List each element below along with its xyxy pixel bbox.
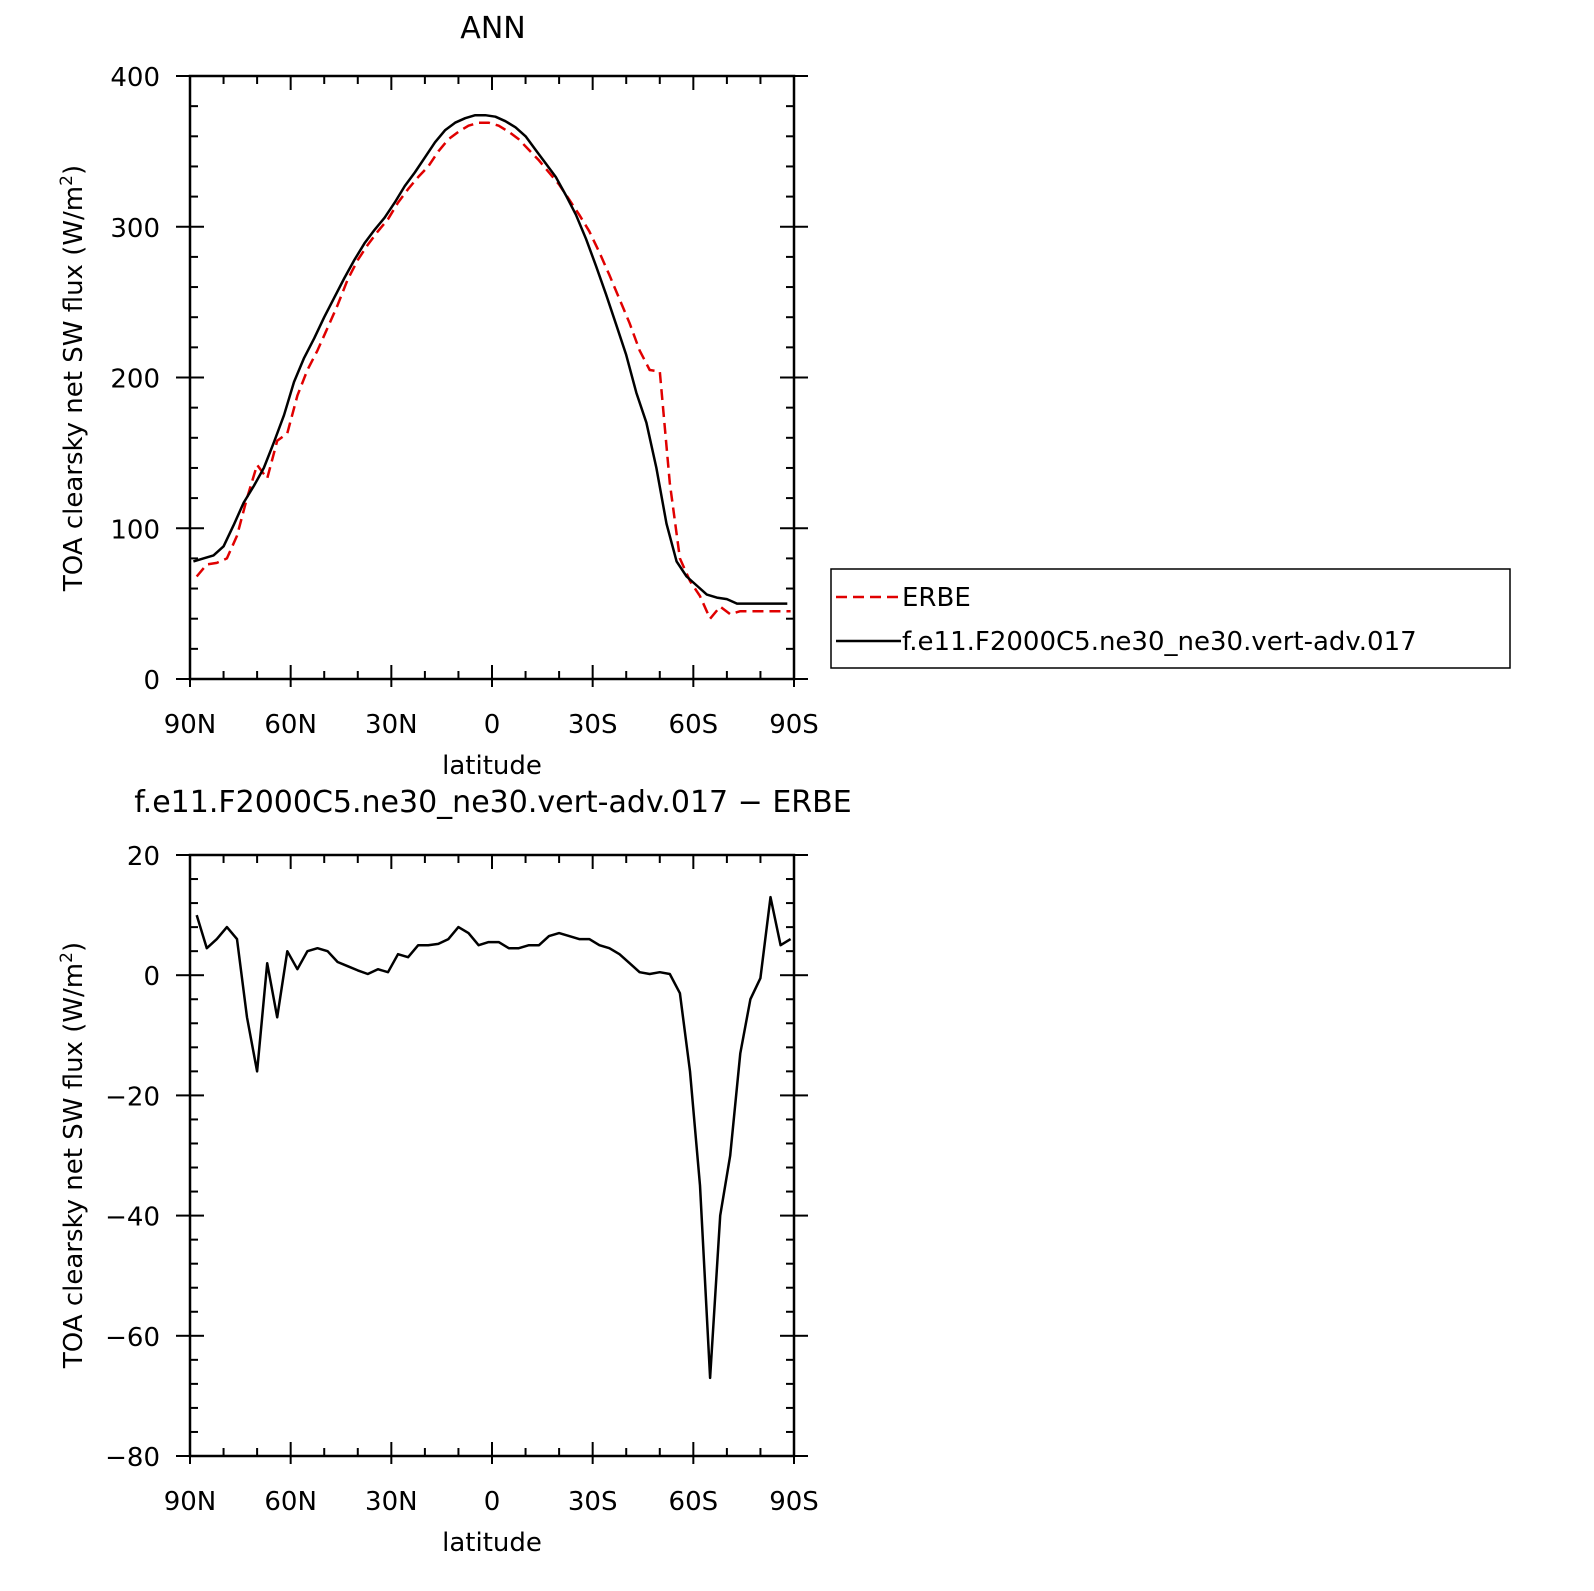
bottom-series-lines bbox=[195, 895, 792, 1380]
bottom-y-axis-label-superscript: 2 bbox=[57, 952, 77, 963]
bottom-y-axis-label-close: ) bbox=[59, 942, 89, 952]
bottom-chart-title: f.e11.F2000C5.ne30_ne30.vert-adv.017 − E… bbox=[134, 785, 851, 820]
x-tick-label: 60S bbox=[669, 710, 719, 740]
y-tick-label: 400 bbox=[110, 63, 160, 93]
top-series-lines bbox=[193, 113, 791, 620]
top-y-axis-label: TOA clearsky net SW flux (W/m2) bbox=[57, 165, 89, 592]
bottom-y-axis-label-main: TOA clearsky net SW flux (W/m bbox=[59, 963, 89, 1369]
x-tick-label: 90N bbox=[164, 710, 217, 740]
series-line-0 bbox=[195, 121, 791, 620]
bottom-y-axis-label: TOA clearsky net SW flux (W/m2) bbox=[57, 942, 89, 1369]
top-y-axis-label-close: ) bbox=[59, 165, 89, 175]
legend-label-erbe: ERBE bbox=[902, 583, 971, 613]
legend-label-model: f.e11.F2000C5.ne30_ne30.vert-adv.017 bbox=[902, 627, 1417, 657]
y-tick-label: −20 bbox=[105, 1082, 160, 1112]
top-y-axis-label-main: TOA clearsky net SW flux (W/m bbox=[59, 186, 89, 592]
y-tick-label: −80 bbox=[105, 1443, 160, 1473]
y-tick-label: 20 bbox=[127, 842, 160, 872]
y-tick-label: 100 bbox=[110, 515, 160, 545]
bottom-tick-marks bbox=[176, 854, 808, 1464]
top-panel: ANN 0 100 200 300 400 90N 60N 30N 0 30S 60S 90S la… bbox=[57, 11, 819, 781]
bottom-y-tick-labels: −80 −60 −40 −20 0 20 bbox=[105, 842, 160, 1473]
x-tick-label: 90S bbox=[769, 710, 819, 740]
legend: ERBE f.e11.F2000C5.ne30_ne30.vert-adv.01… bbox=[830, 568, 1511, 669]
x-tick-label: 60S bbox=[669, 1487, 719, 1517]
y-tick-label: −40 bbox=[105, 1203, 160, 1233]
y-tick-label: 0 bbox=[143, 962, 160, 992]
x-tick-label: 30N bbox=[365, 1487, 418, 1517]
x-tick-label: 0 bbox=[484, 710, 501, 740]
y-tick-label: −60 bbox=[105, 1323, 160, 1353]
x-tick-label: 30N bbox=[365, 710, 418, 740]
y-tick-label: 200 bbox=[110, 365, 160, 395]
bottom-x-tick-labels: 90N 60N 30N 0 30S 60S 90S bbox=[164, 1487, 819, 1517]
top-chart-title: ANN bbox=[460, 11, 525, 46]
top-y-axis-label-superscript: 2 bbox=[57, 175, 77, 186]
top-x-tick-labels: 90N 60N 30N 0 30S 60S 90S bbox=[164, 710, 819, 740]
series-line-1 bbox=[193, 113, 788, 605]
bottom-x-axis-label: latitude bbox=[442, 1528, 542, 1558]
x-tick-label: 30S bbox=[568, 1487, 618, 1517]
x-tick-label: 60N bbox=[264, 710, 317, 740]
top-x-axis-label: latitude bbox=[442, 751, 542, 781]
y-tick-label: 300 bbox=[110, 214, 160, 244]
x-tick-label: 60N bbox=[264, 1487, 317, 1517]
x-tick-label: 0 bbox=[484, 1487, 501, 1517]
bottom-plot-frame bbox=[188, 853, 796, 1458]
bottom-panel: f.e11.F2000C5.ne30_ne30.vert-adv.017 − E… bbox=[57, 785, 852, 1558]
x-tick-label: 90S bbox=[769, 1487, 819, 1517]
x-tick-label: 30S bbox=[568, 710, 618, 740]
legend-box bbox=[830, 568, 1511, 669]
top-tick-marks bbox=[176, 75, 808, 687]
top-plot-frame bbox=[188, 74, 796, 681]
top-y-tick-labels: 0 100 200 300 400 bbox=[110, 63, 160, 696]
series-line-0 bbox=[195, 895, 792, 1380]
x-tick-label: 90N bbox=[164, 1487, 217, 1517]
y-tick-label: 0 bbox=[143, 666, 160, 696]
